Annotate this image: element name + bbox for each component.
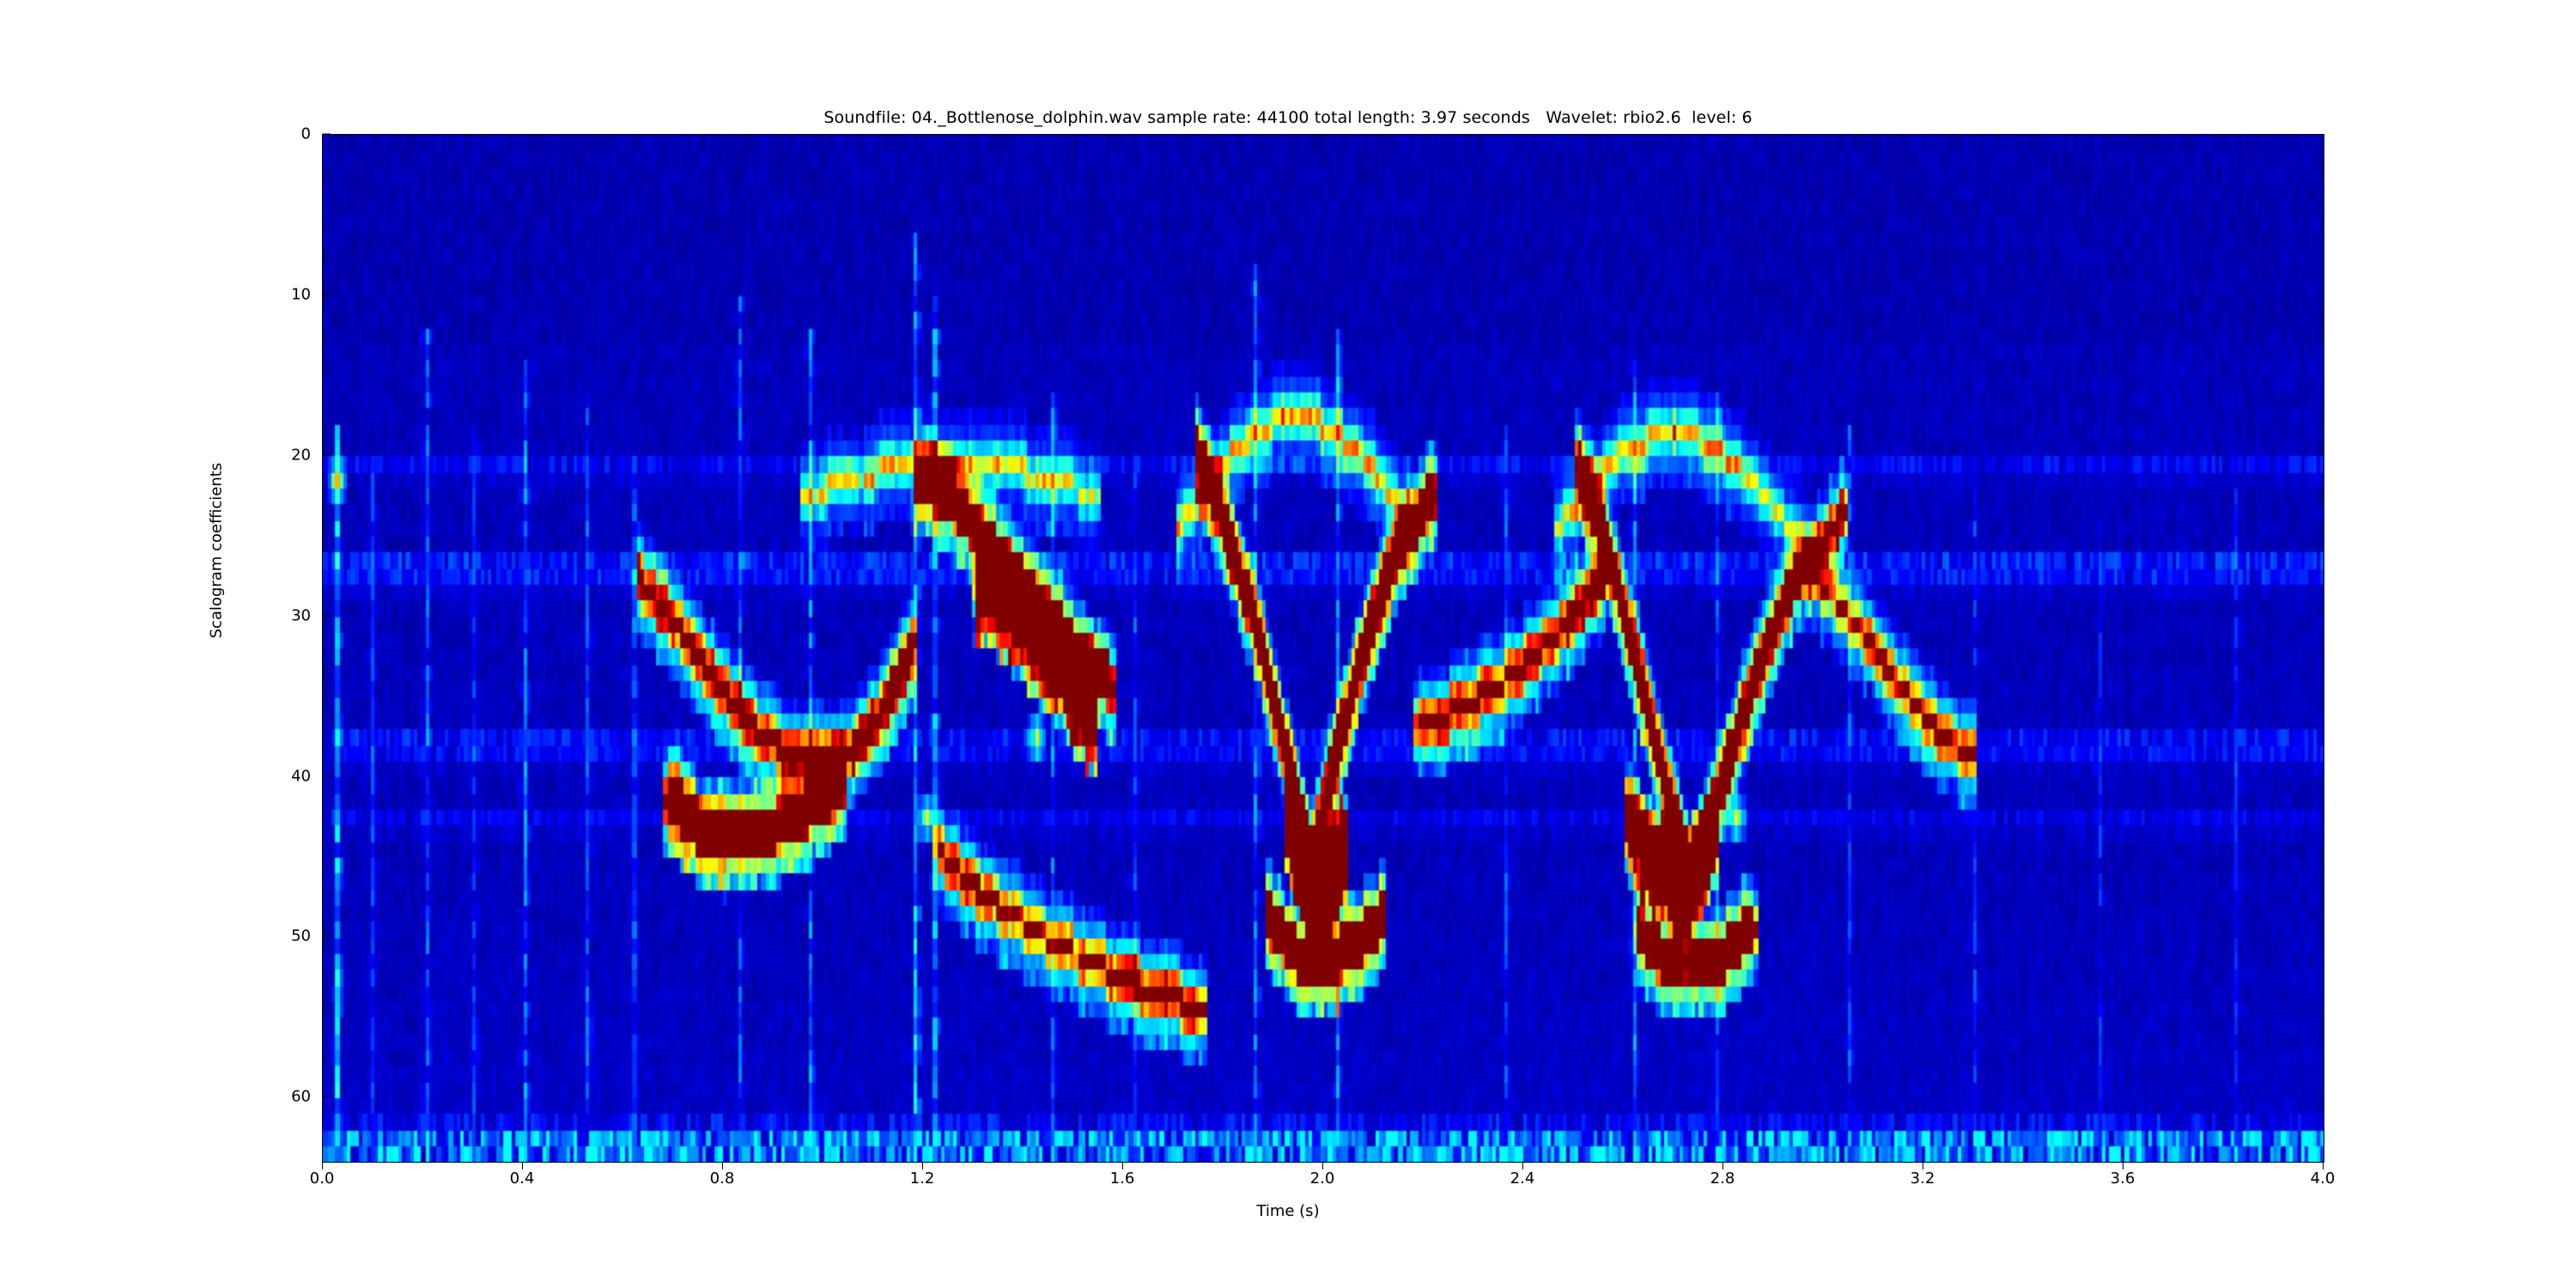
- y-tick-mark: [323, 615, 331, 617]
- x-tick-label: 0.8: [709, 1170, 735, 1188]
- y-tick-label: 0: [301, 125, 311, 143]
- x-tick-marks: [322, 1162, 2324, 1170]
- x-tick-labels: 0.0 0.4 0.8 1.2 1.6 2.0 2.4 2.8 3.2 3.6 4.0: [310, 1170, 2336, 1195]
- y-tick-mark: [323, 775, 331, 776]
- x-tick-mark: [1522, 1162, 1523, 1170]
- y-tick-mark: [323, 935, 331, 937]
- y-tick-label: 50: [291, 927, 311, 945]
- scalogram-heatmap: [322, 134, 2324, 1163]
- x-tick-label: 3.6: [2110, 1170, 2136, 1188]
- x-tick-label: 2.0: [1309, 1170, 1335, 1188]
- x-tick-mark: [922, 1162, 923, 1170]
- x-tick-mark: [1722, 1162, 1723, 1170]
- y-tick-mark: [323, 133, 331, 135]
- x-tick-mark: [1122, 1162, 1123, 1170]
- x-tick-label: 0.4: [509, 1170, 535, 1188]
- y-tick-marks: [323, 133, 331, 1161]
- x-tick-label: 3.2: [1910, 1170, 1935, 1188]
- x-axis-label: Time (s): [1256, 1202, 1320, 1220]
- y-tick-label: 40: [291, 767, 311, 785]
- y-tick-mark: [323, 294, 331, 295]
- y-axis-label: Scalogram coefficients: [207, 462, 226, 639]
- x-tick-label: 1.2: [909, 1170, 935, 1188]
- y-tick-label: 60: [291, 1087, 311, 1106]
- plot-title: Soundfile: 04._Bottlenose_dolphin.wav sa…: [823, 108, 1753, 127]
- x-tick-label: 4.0: [2310, 1170, 2336, 1188]
- x-tick-label: 1.6: [1109, 1170, 1135, 1188]
- x-tick-mark: [522, 1162, 523, 1170]
- heatmap-canvas: [323, 135, 2324, 1162]
- x-tick-label: 2.4: [1510, 1170, 1535, 1188]
- x-tick-mark: [322, 1162, 323, 1170]
- y-tick-labels: 0 10 20 30 40 50 60: [258, 125, 311, 1161]
- x-tick-label: 0.0: [309, 1170, 335, 1188]
- x-tick-mark: [722, 1162, 723, 1170]
- y-axis-label-container: Scalogram coefficients: [208, 134, 306, 1161]
- x-tick-mark: [1322, 1162, 1323, 1170]
- y-tick-label: 30: [291, 606, 311, 625]
- y-tick-mark: [323, 454, 331, 456]
- y-tick-label: 10: [291, 285, 311, 304]
- x-tick-mark: [2323, 1162, 2324, 1170]
- x-tick-label: 2.8: [1710, 1170, 1735, 1188]
- y-tick-label: 20: [291, 446, 311, 465]
